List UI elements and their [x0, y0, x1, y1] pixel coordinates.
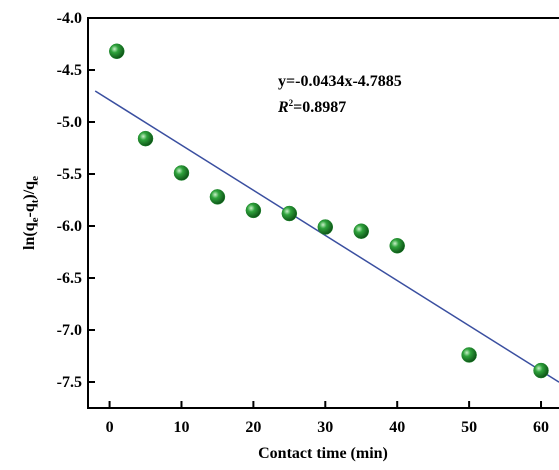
r-value: =0.8987 [293, 99, 346, 116]
x-tick-label: 40 [389, 419, 405, 436]
data-point [137, 130, 154, 147]
fit-line [94, 90, 559, 383]
y-tick-label: -6.5 [57, 270, 82, 287]
r-symbol: R [277, 99, 289, 116]
y-label-sub: t [29, 199, 41, 203]
data-point [389, 238, 405, 254]
r-sup: 2 [289, 98, 294, 108]
y-axis-label: ln(qe-qt)/qe [21, 176, 41, 250]
y-tick-label: -4.0 [57, 10, 82, 27]
x-tick-label: 10 [173, 419, 189, 436]
x-tick-label: 30 [317, 419, 333, 436]
data-point [461, 347, 477, 363]
equation: y=-0.0434x-4.7885 [278, 73, 402, 90]
y-tick-label: -7.0 [57, 322, 82, 339]
y-label-part: ln(q [21, 222, 38, 250]
x-tick-label: 60 [533, 419, 549, 436]
x-tick-label: 0 [106, 419, 114, 436]
x-tick-label: 50 [461, 419, 477, 436]
data-point [533, 362, 549, 379]
x-tick-label: 20 [245, 419, 261, 436]
data-point [353, 223, 370, 239]
data-point [109, 43, 125, 60]
y-tick-label: -5.0 [57, 114, 82, 131]
y-label-sub: e [29, 176, 41, 181]
y-tick-label: -6.0 [57, 218, 82, 235]
data-point [245, 202, 262, 219]
y-tick-label: -5.5 [57, 166, 82, 183]
y-label-part: -q [21, 203, 38, 217]
y-tick-label: -7.5 [57, 374, 82, 391]
data-point [209, 189, 226, 205]
data-point [173, 165, 190, 181]
data-point [317, 219, 334, 235]
y-label-part: )/q [21, 181, 38, 200]
y-label-sub: e [29, 217, 41, 222]
r-squared: R2=0.8987 [277, 98, 346, 116]
x-axis-label: Contact time (min) [258, 445, 388, 462]
data-point [281, 205, 298, 222]
y-tick-label: -4.5 [57, 62, 82, 79]
